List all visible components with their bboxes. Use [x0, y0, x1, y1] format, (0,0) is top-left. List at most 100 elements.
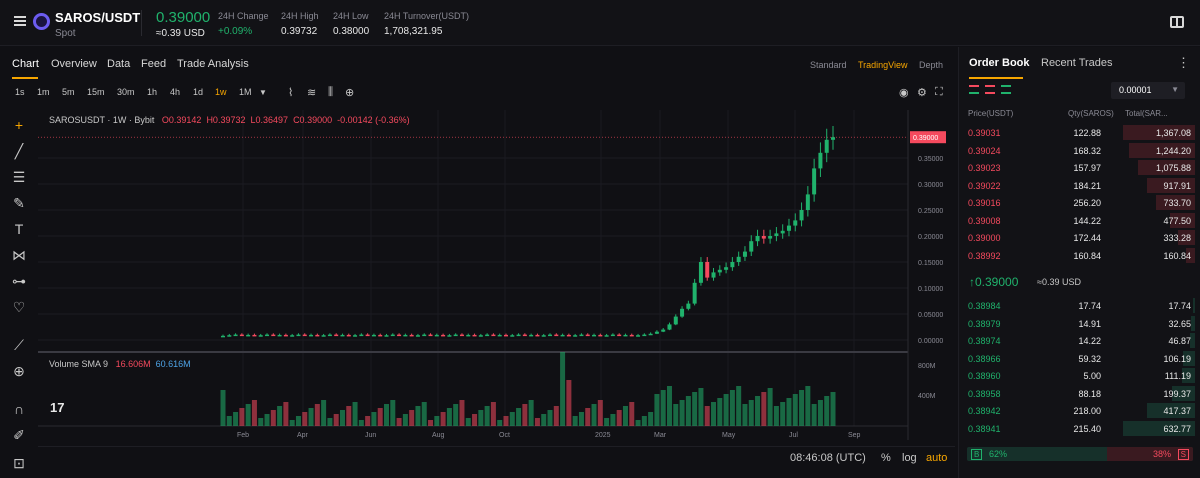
candles-icon[interactable]: ⫼ [328, 86, 334, 98]
tab-overview[interactable]: Overview [51, 58, 97, 70]
qty-cell: 14.22 [1078, 336, 1101, 346]
timeframe-1w[interactable]: 1w [215, 87, 227, 97]
zoom-icon[interactable]: ⊕ [13, 363, 25, 379]
measure-icon[interactable]: ⊶ [12, 273, 26, 289]
ask-row[interactable]: 0.39024 168.32 1,244.20 [959, 142, 1199, 159]
percent-toggle[interactable]: % [881, 452, 891, 464]
auto-toggle[interactable]: auto [926, 452, 948, 464]
text-icon[interactable]: T [14, 221, 24, 237]
bid-row[interactable]: 0.38942 218.00 417.37 [959, 402, 1199, 419]
volume-bar [799, 390, 805, 426]
ask-row[interactable]: 0.39023 157.97 1,075.88 [959, 159, 1199, 176]
candle-body [478, 335, 483, 337]
bid-row[interactable]: 0.38979 14.91 32.65 [959, 315, 1199, 332]
last-price-tag-label: 0.39000 [913, 135, 938, 142]
tab-feed[interactable]: Feed [141, 58, 167, 70]
precision-select[interactable]: 0.00001 ▼ [1111, 82, 1185, 99]
volume-bar [711, 402, 717, 426]
ask-row[interactable]: 0.39008 144.22 477.50 [959, 212, 1199, 229]
timeframe-5m[interactable]: 5m [62, 87, 75, 97]
price-cell: 0.38966 [968, 353, 1001, 364]
chart-type-icon[interactable]: ≋ [307, 87, 317, 99]
layout-both-icon[interactable] [969, 85, 979, 94]
depth-bar [1123, 125, 1195, 140]
timeframe-1h[interactable]: 1h [147, 87, 158, 97]
depth-bar [1169, 212, 1195, 228]
bid-row[interactable]: 0.38984 17.74 17.74 [959, 297, 1199, 314]
bid-row[interactable]: 0.38941 215.40 632.77 [959, 420, 1199, 437]
volume-bar [566, 380, 572, 426]
price-chart[interactable]: 0.39000 0.35000 0.30000 0.25000 0.20000 0.150… [38, 110, 948, 440]
tab-data[interactable]: Data [107, 58, 131, 70]
timeframe-4h[interactable]: 4h [170, 87, 181, 97]
bid-row[interactable]: 0.38958 88.18 199.37 [959, 385, 1199, 402]
log-toggle[interactable]: log [902, 452, 917, 464]
tab-chart[interactable]: Chart [12, 58, 39, 70]
ask-row[interactable]: 0.39000 172.44 333.28 [959, 229, 1199, 246]
trendline-icon[interactable]: ╱ [14, 143, 24, 159]
view-standard[interactable]: Standard [810, 60, 847, 70]
volume-bar [522, 404, 528, 426]
stat-label-change: 24H Change [218, 11, 269, 21]
ask-row[interactable]: 0.39016 256.20 733.70 [959, 194, 1199, 211]
ask-row[interactable]: 0.39031 122.88 1,367.08 [959, 124, 1199, 141]
ruler-icon[interactable]: ⟋ [14, 337, 24, 353]
heart-icon[interactable]: ♡ [12, 299, 26, 315]
layout-bids-icon[interactable] [1001, 85, 1011, 94]
volume-bar [773, 406, 779, 426]
brush-icon[interactable]: ✎ [13, 195, 25, 211]
price-axis-tick: 0.00000 [918, 338, 943, 345]
bid-row[interactable]: 0.38974 14.22 46.87 [959, 332, 1199, 349]
timeframe-1M[interactable]: 1M [239, 87, 252, 97]
view-tradingview[interactable]: TradingView [858, 60, 908, 70]
lock-drawing-icon[interactable]: ✐ [13, 427, 25, 443]
settings-icon[interactable]: ⚙ [917, 87, 927, 99]
volume-bar [377, 408, 383, 426]
symbol-title[interactable]: SAROS/USDT [55, 10, 141, 25]
camera-icon[interactable]: ◉ [899, 87, 909, 99]
timeframe-dropdown-icon[interactable]: ▼ [259, 88, 267, 97]
timeframe-1s[interactable]: 1s [15, 87, 25, 97]
depth-bar [1191, 315, 1195, 331]
x-axis-tick: Jul [789, 432, 798, 439]
stat-value-change: +0.09% [218, 26, 253, 37]
candle-body [453, 334, 458, 337]
timeframe-30m[interactable]: 30m [117, 87, 135, 97]
volume-bar [604, 418, 610, 426]
fullscreen-icon[interactable]: ⛶ [935, 86, 943, 98]
depth-bar [1177, 230, 1195, 245]
layout-toggle-icon[interactable] [1170, 16, 1184, 28]
ask-row[interactable]: 0.38992 160.84 160.84 [959, 247, 1199, 264]
timeframe-15m[interactable]: 15m [87, 87, 105, 97]
tab-order-book[interactable]: Order Book [969, 57, 1030, 69]
timeframe-1m[interactable]: 1m [37, 87, 50, 97]
more-options-icon[interactable]: ⋮ [1177, 55, 1190, 70]
ask-row[interactable]: 0.39022 184.21 917.91 [959, 177, 1199, 194]
bid-row[interactable]: 0.38960 5.00 111.19 [959, 367, 1199, 384]
price-cell: 0.39008 [968, 215, 1001, 226]
x-axis-tick: Apr [297, 432, 309, 439]
layout-asks-icon[interactable] [985, 85, 995, 94]
candle-body [617, 334, 622, 337]
pattern-icon[interactable]: ⋈ [12, 247, 26, 263]
horizontal-lines-icon[interactable]: ☰ [12, 169, 26, 185]
view-depth[interactable]: Depth [919, 60, 944, 70]
lock-icon[interactable]: ⊡ [13, 455, 25, 471]
total-cell: 477.50 [1163, 215, 1191, 226]
x-axis-tick: Sep [848, 432, 861, 439]
indicators-icon[interactable]: ⌇ [288, 87, 294, 99]
candle-body [522, 334, 527, 337]
depth-bar [1146, 177, 1195, 193]
volume-bar [245, 404, 251, 426]
magnet-icon[interactable]: ∩ [13, 401, 25, 417]
timeframe-1d[interactable]: 1d [193, 87, 204, 97]
total-cell: 417.37 [1163, 406, 1191, 416]
tab-recent-trades[interactable]: Recent Trades [1041, 57, 1113, 69]
volume-bar [805, 386, 811, 426]
add-icon[interactable]: ⊕ [345, 87, 355, 99]
menu-icon[interactable] [14, 16, 26, 26]
volume-bar [239, 408, 245, 426]
bid-row[interactable]: 0.38966 59.32 106.19 [959, 350, 1199, 367]
crosshair-icon[interactable]: + [14, 117, 24, 133]
tab-trade-analysis[interactable]: Trade Analysis [177, 58, 249, 70]
